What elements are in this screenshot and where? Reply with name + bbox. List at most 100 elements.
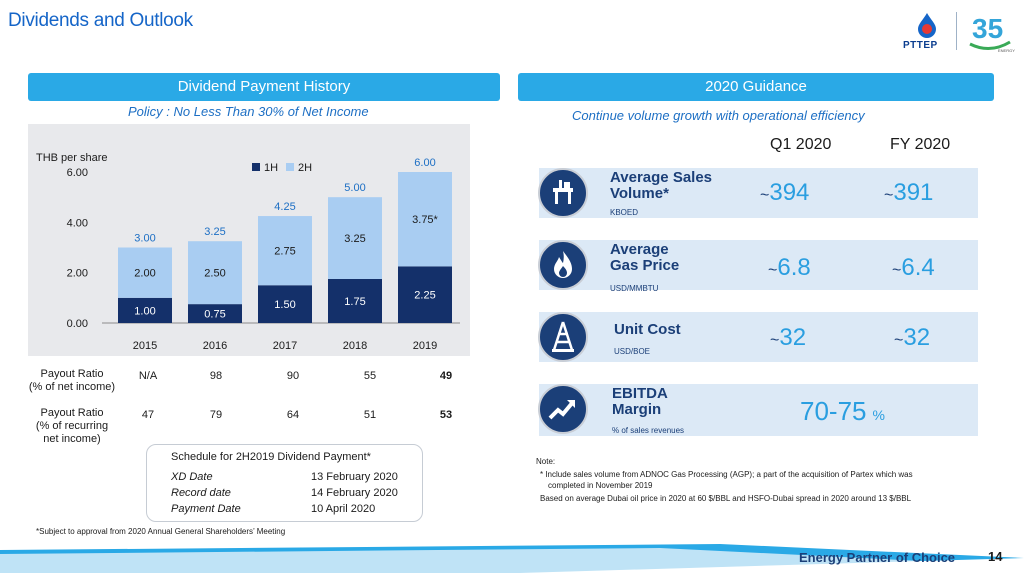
payout-cell: 55: [363, 370, 377, 382]
sales-volume-fy: ~391: [884, 179, 934, 206]
oil-rig-icon: [538, 312, 588, 362]
footer-wave-decoration: [0, 544, 1024, 573]
bar-label-1h-2017: 1.50: [274, 299, 295, 311]
payout-cell: 90: [286, 370, 300, 382]
legend-label-1h: 1H: [264, 162, 278, 174]
bar-1h-2019: [398, 266, 452, 323]
bar-2h-2018: [328, 197, 382, 279]
dividend-stacked-bar-chart: THB per share 0.00 2.00 4.00 6.00 1H 2H 1.00 2.0…: [36, 152, 460, 352]
bar-2h-2015: [118, 247, 172, 298]
anniversary-35-icon: 35 ENERGY: [969, 13, 1015, 53]
bar-total-2018: 5.00: [344, 182, 365, 194]
payout-cell: N/A: [138, 370, 158, 382]
legend-swatch-1h: [252, 163, 260, 171]
footer-tagline: Energy Partner of Choice: [799, 550, 956, 565]
unit-cost-q1: ~32: [770, 324, 807, 351]
bar-label-1h-2019: 2.25: [414, 290, 435, 302]
schedule-label-xd: XD Date: [171, 471, 213, 483]
guidance-subtitle: Continue volume growth with operational …: [572, 108, 865, 123]
bar-label-2h-2016: 2.50: [204, 268, 225, 280]
x-tick-label-2019: 2019: [413, 340, 437, 352]
schedule-value-record: 14 February 2020: [311, 487, 398, 499]
note-title: Note:: [536, 457, 556, 466]
bar-total-2019: 6.00: [414, 157, 435, 169]
schedule-value-payment: 10 April 2020: [311, 503, 376, 515]
column-header-fy: FY 2020: [890, 136, 951, 153]
bar-total-2016: 3.25: [204, 226, 225, 238]
y-tick-label: 2.00: [67, 268, 88, 280]
bar-label-2h-2019: 3.75*: [412, 214, 438, 226]
bar-label-1h-2016: 0.75: [204, 309, 225, 321]
unit-cost-unit: USD/BOE: [614, 347, 651, 356]
bar-label-2h-2018: 3.25: [344, 233, 365, 245]
schedule-label-record: Record date: [171, 487, 231, 499]
guidance-header: 2020 Guidance: [518, 73, 994, 101]
dividend-policy-subtitle: Policy : No Less Than 30% of Net Income: [128, 104, 369, 119]
bar-2h-2017: [258, 216, 312, 286]
sales-volume-q1: ~394: [760, 179, 810, 206]
svg-text:ENERGY: ENERGY: [998, 48, 1015, 53]
bar-total-2017: 4.25: [274, 201, 295, 213]
pttep-logo-icon: [918, 13, 936, 38]
x-tick-label-2015: 2015: [133, 340, 157, 352]
payout-cell: 53: [439, 409, 453, 421]
y-tick-label: 0.00: [67, 318, 88, 330]
guidance-row-sales-volume: [539, 168, 978, 218]
unit-cost-fy: ~32: [894, 324, 931, 351]
approval-footnote: *Subject to approval from 2020 Annual Ge…: [36, 527, 286, 536]
gas-price-unit: USD/MMBTU: [610, 284, 659, 293]
y-axis-label: THB per share: [36, 152, 108, 164]
payout-cell: 47: [141, 409, 155, 421]
logo-text: PTTEP: [903, 40, 938, 51]
bar-1h-2018: [328, 278, 382, 323]
x-tick-label-2016: 2016: [203, 340, 227, 352]
bar-label-1h-2018: 1.75: [344, 296, 365, 308]
ebitda-margin-value: 70-75%: [800, 396, 885, 426]
bar-2h-2019: [398, 172, 452, 267]
payout-cell: 51: [363, 409, 377, 421]
payout-cell: 49: [439, 370, 453, 382]
schedule-value-xd: 13 February 2020: [311, 471, 398, 483]
x-tick-label-2017: 2017: [273, 340, 297, 352]
bar-total-2015: 3.00: [134, 233, 155, 245]
guidance-row-unit-cost: [539, 312, 978, 362]
bar-1h-2015: [118, 297, 172, 323]
legend-swatch-2h: [286, 163, 294, 171]
note-sales-volume: * Include sales volume from ADNOC Gas Pr…: [540, 470, 913, 479]
payout-cell: 98: [209, 370, 223, 382]
gas-price-fy: ~6.4: [892, 254, 935, 281]
bar-label-2h-2015: 2.00: [134, 268, 155, 280]
gas-price-q1: ~6.8: [768, 254, 811, 281]
guidance-row-gas-price: [539, 240, 978, 290]
ebitda-unit: % of sales revenues: [612, 426, 685, 435]
anniversary-number: 35: [972, 13, 1003, 44]
note-sales-volume-cont: completed in November 2019: [548, 481, 653, 490]
guidance-row-ebitda: [539, 384, 978, 436]
note-oil-price: Based on average Dubai oil price in 2020…: [540, 494, 912, 503]
dividend-schedule-box: Schedule for 2H2019 Dividend Payment* XD…: [146, 444, 423, 522]
column-header-q1: Q1 2020: [770, 136, 832, 153]
page-title: Dividends and Outlook: [8, 10, 193, 31]
page-number: 14: [988, 549, 1003, 564]
bar-label-1h-2015: 1.00: [134, 305, 155, 317]
payout-ratio-row-label: Payout Ratio (% of net income): [28, 368, 116, 393]
bar-2h-2016: [188, 241, 242, 305]
bar-1h-2017: [258, 285, 312, 323]
payout-cell: 64: [286, 409, 300, 421]
flame-icon: [538, 240, 588, 290]
payout-ratio-recurring-row-label: Payout Ratio (% of recurring net income): [35, 407, 109, 445]
schedule-label-payment: Payment Date: [171, 503, 241, 515]
y-tick-label: 4.00: [67, 217, 88, 229]
trend-up-icon: [538, 384, 588, 434]
unit-cost-title: Unit Cost: [614, 321, 681, 338]
schedule-title: Schedule for 2H2019 Dividend Payment*: [171, 451, 371, 463]
logo-divider: [956, 12, 957, 50]
ebitda-title: EBITDA Margin: [612, 385, 668, 418]
y-tick-label: 6.00: [67, 167, 88, 179]
bar-1h-2016: [188, 304, 242, 323]
dividend-chart-panel: THB per share 0.00 2.00 4.00 6.00 1H 2H 1.00 2.0…: [28, 124, 470, 356]
bar-label-2h-2017: 2.75: [274, 246, 295, 258]
payout-cell: 79: [209, 409, 223, 421]
sales-volume-unit: KBOED: [610, 208, 639, 217]
x-tick-label-2018: 2018: [343, 340, 367, 352]
